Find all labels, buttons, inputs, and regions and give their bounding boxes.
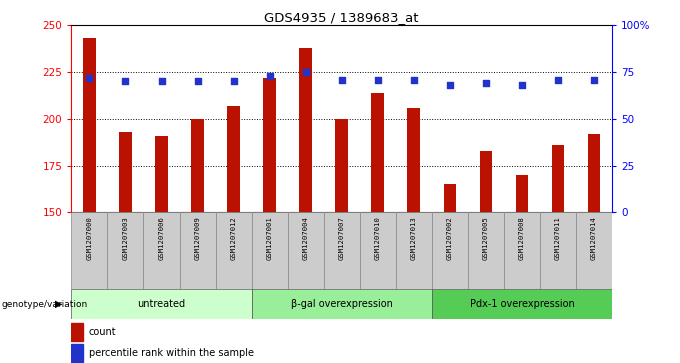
Bar — [71, 323, 83, 341]
Point — [228, 79, 239, 85]
Bar — [227, 106, 240, 363]
Point — [192, 79, 203, 85]
Bar — [360, 212, 396, 289]
Point — [156, 79, 167, 85]
Text: untreated: untreated — [137, 299, 186, 309]
Text: GSM1207003: GSM1207003 — [122, 216, 129, 260]
Point — [84, 75, 95, 81]
Bar — [407, 108, 420, 363]
Text: ▶: ▶ — [55, 299, 63, 309]
Text: GSM1207013: GSM1207013 — [411, 216, 417, 260]
Bar — [252, 289, 432, 319]
Bar — [155, 136, 168, 363]
Text: GSM1207006: GSM1207006 — [158, 216, 165, 260]
Bar — [551, 145, 564, 363]
Point — [408, 77, 419, 82]
Bar — [119, 132, 132, 363]
Bar — [396, 212, 432, 289]
Text: GSM1207011: GSM1207011 — [555, 216, 561, 260]
Text: count: count — [88, 327, 116, 337]
Point — [589, 77, 600, 82]
Text: GSM1207008: GSM1207008 — [519, 216, 525, 260]
Bar — [216, 212, 252, 289]
Text: GSM1207004: GSM1207004 — [303, 216, 309, 260]
Bar — [252, 212, 288, 289]
Bar — [432, 212, 468, 289]
Bar — [71, 212, 107, 289]
Bar — [432, 289, 612, 319]
Text: GSM1207002: GSM1207002 — [447, 216, 453, 260]
Point — [336, 77, 347, 82]
Bar — [588, 134, 600, 363]
Text: Pdx-1 overexpression: Pdx-1 overexpression — [469, 299, 575, 309]
Bar — [83, 38, 96, 363]
Point — [552, 77, 563, 82]
Text: genotype/variation: genotype/variation — [1, 299, 88, 309]
Point — [300, 69, 311, 75]
Text: GSM1207009: GSM1207009 — [194, 216, 201, 260]
Bar — [288, 212, 324, 289]
Bar — [515, 175, 528, 363]
Text: GSM1207014: GSM1207014 — [591, 216, 597, 260]
Point — [373, 77, 384, 82]
Bar — [540, 212, 576, 289]
Bar — [143, 212, 180, 289]
Bar — [371, 93, 384, 363]
Text: GSM1207010: GSM1207010 — [375, 216, 381, 260]
Point — [444, 82, 455, 88]
Text: β-gal overexpression: β-gal overexpression — [291, 299, 392, 309]
Bar — [576, 212, 612, 289]
Point — [264, 73, 275, 79]
Bar — [443, 184, 456, 363]
Bar — [468, 212, 504, 289]
Bar — [180, 212, 216, 289]
Text: GSM1207005: GSM1207005 — [483, 216, 489, 260]
Bar — [479, 151, 492, 363]
Point — [517, 82, 528, 88]
Bar — [504, 212, 540, 289]
Bar — [107, 212, 143, 289]
Bar — [335, 119, 348, 363]
Bar — [71, 344, 83, 362]
Text: GSM1207001: GSM1207001 — [267, 216, 273, 260]
Text: percentile rank within the sample: percentile rank within the sample — [88, 348, 254, 358]
Bar — [299, 48, 312, 363]
Bar — [191, 119, 204, 363]
Bar — [324, 212, 360, 289]
Title: GDS4935 / 1389683_at: GDS4935 / 1389683_at — [265, 11, 419, 24]
Bar — [263, 78, 276, 363]
Bar — [71, 289, 252, 319]
Text: GSM1207000: GSM1207000 — [86, 216, 92, 260]
Point — [120, 79, 131, 85]
Text: GSM1207007: GSM1207007 — [339, 216, 345, 260]
Text: GSM1207012: GSM1207012 — [231, 216, 237, 260]
Point — [480, 81, 491, 86]
